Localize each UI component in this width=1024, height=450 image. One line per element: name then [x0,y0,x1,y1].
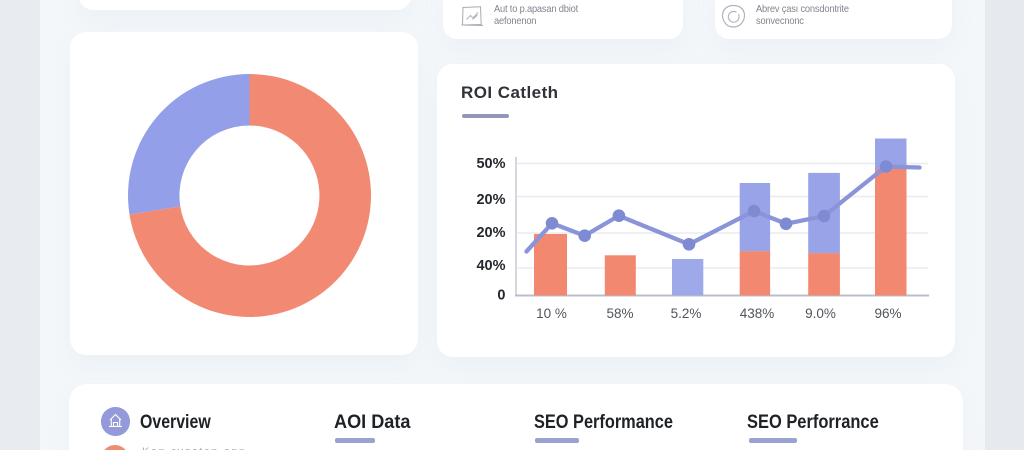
svg-text:40%: 40% [476,258,505,274]
svg-text:20%: 20% [476,225,505,241]
svg-text:0: 0 [497,288,505,304]
svg-text:50%: 50% [476,156,505,172]
svg-text:10 %: 10 % [536,306,567,321]
svg-text:20%: 20% [476,192,505,208]
svg-text:5.2%: 5.2% [671,306,702,321]
svg-text:58%: 58% [606,306,633,321]
svg-text:96%: 96% [874,306,901,321]
svg-text:9.0%: 9.0% [805,306,836,321]
svg-text:438%: 438% [740,306,775,321]
